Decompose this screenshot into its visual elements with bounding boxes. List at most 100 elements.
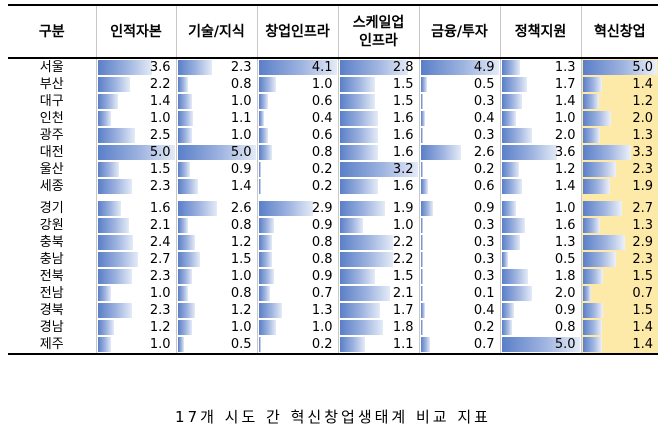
value-cell: 1.2: [175, 302, 257, 319]
value-label: 1.0: [149, 111, 171, 126]
value-label: 1.6: [392, 111, 414, 126]
value-bar: [501, 60, 521, 75]
value-bar: [501, 337, 580, 352]
value-bar: [420, 145, 461, 160]
table-row: 충남 2.7 1.5 0.8 2.2 0.3 0.5 2.3: [8, 251, 658, 268]
value-cell: 0.4: [418, 110, 500, 127]
column-header-3: 창업인프라: [256, 4, 338, 59]
value-label: 2.9: [311, 201, 333, 216]
value-label: 1.6: [554, 218, 576, 233]
value-bar: [177, 337, 184, 352]
value-cell: 1.5: [580, 268, 658, 285]
value-label: 0.5: [473, 77, 495, 92]
value-label: 0.7: [311, 286, 333, 301]
value-cell: 2.9: [580, 234, 658, 251]
value-bar: [258, 286, 271, 301]
value-cell: 1.0: [499, 110, 581, 127]
value-cell: 1.4: [580, 76, 658, 93]
value-bar: [177, 303, 195, 318]
value-label: 2.3: [230, 60, 252, 75]
value-bar: [339, 201, 385, 216]
table: 구분 인적자본 기술/지식 창업인프라 스케일업 인프라 금융/투자 정책지원 혁신창업 서울 3…: [8, 4, 658, 355]
value-bar: [177, 252, 200, 267]
value-label: 3.2: [392, 162, 414, 177]
value-label: 1.9: [392, 201, 414, 216]
value-bar: [258, 235, 273, 250]
value-cell: 1.5: [337, 268, 419, 285]
value-cell: 0.8: [256, 251, 338, 268]
spacer-cell: [95, 195, 176, 200]
value-label: 0.3: [473, 235, 495, 250]
value-label: 1.5: [392, 77, 414, 92]
value-label: 1.1: [392, 337, 414, 352]
value-label: 2.0: [554, 286, 576, 301]
value-label: 0.4: [311, 111, 333, 126]
value-label: 1.3: [311, 303, 333, 318]
value-bar: [339, 337, 365, 352]
region-cell: 경기: [39, 201, 64, 216]
value-bar: [420, 286, 423, 301]
value-label: 1.0: [311, 320, 333, 335]
value-bar: [501, 94, 522, 109]
value-cell: 2.2: [337, 234, 419, 251]
value-bar: [258, 111, 265, 126]
value-bar: [258, 162, 261, 177]
region-cell: 광주: [39, 128, 64, 143]
value-label: 0.8: [311, 252, 333, 267]
value-bar: [177, 77, 189, 92]
value-bar: [501, 111, 516, 126]
table-row: 대구 1.4 1.0 0.6 1.5 0.3 1.4 1.2: [8, 93, 658, 110]
value-label: 0.2: [311, 337, 333, 352]
region-cell: 제주: [8, 336, 96, 355]
value-cell: 0.4: [418, 302, 500, 319]
column-header-6: 정책지원: [499, 4, 581, 59]
value-label: 3.6: [554, 145, 576, 160]
value-cell: 0.9: [256, 217, 338, 234]
value-bar: [258, 94, 269, 109]
value-cell: 5.0: [95, 144, 176, 161]
value-bar: [420, 128, 424, 143]
value-bar: [582, 252, 616, 267]
value-cell: 0.3: [418, 234, 500, 251]
value-label: 1.4: [554, 179, 576, 194]
value-cell: 1.0: [95, 285, 176, 302]
value-cell: 2.1: [337, 285, 419, 302]
value-bar: [97, 128, 135, 143]
value-label: 2.9: [632, 235, 653, 250]
value-label: 0.2: [473, 162, 495, 177]
spacer-cell: [580, 195, 658, 200]
value-cell: 1.5: [95, 161, 176, 178]
value-cell: 1.0: [256, 76, 338, 93]
value-cell: 1.6: [337, 110, 419, 127]
value-label: 1.4: [632, 77, 653, 92]
value-bar: [582, 77, 602, 92]
value-label: 1.2: [230, 303, 252, 318]
value-cell: 0.3: [418, 127, 500, 144]
value-label: 1.5: [632, 303, 653, 318]
value-bar: [258, 269, 275, 284]
value-cell: 1.6: [499, 217, 581, 234]
value-bar: [501, 252, 508, 267]
value-cell: 5.0: [580, 58, 658, 76]
value-label: 2.3: [149, 179, 171, 194]
value-cell: 1.3: [256, 302, 338, 319]
region-cell: 대전: [39, 145, 64, 160]
value-label: 2.2: [392, 252, 414, 267]
value-cell: 0.2: [256, 161, 338, 178]
value-bar: [582, 111, 612, 126]
value-cell: 0.6: [418, 178, 500, 195]
value-cell: 5.0: [175, 144, 257, 161]
value-bar: [258, 77, 276, 92]
value-label: 5.0: [632, 60, 653, 75]
value-cell: 1.5: [175, 251, 257, 268]
value-cell: 1.5: [580, 302, 658, 319]
value-label: 1.4: [632, 320, 653, 335]
value-bar: [501, 303, 514, 318]
value-cell: 1.6: [337, 127, 419, 144]
value-label: 3.3: [632, 145, 653, 160]
value-cell: 0.6: [256, 93, 338, 110]
value-cell: 2.0: [499, 285, 581, 302]
value-bar: [339, 179, 378, 194]
value-bar: [582, 162, 616, 177]
column-header-1: 인적자본: [95, 4, 176, 59]
